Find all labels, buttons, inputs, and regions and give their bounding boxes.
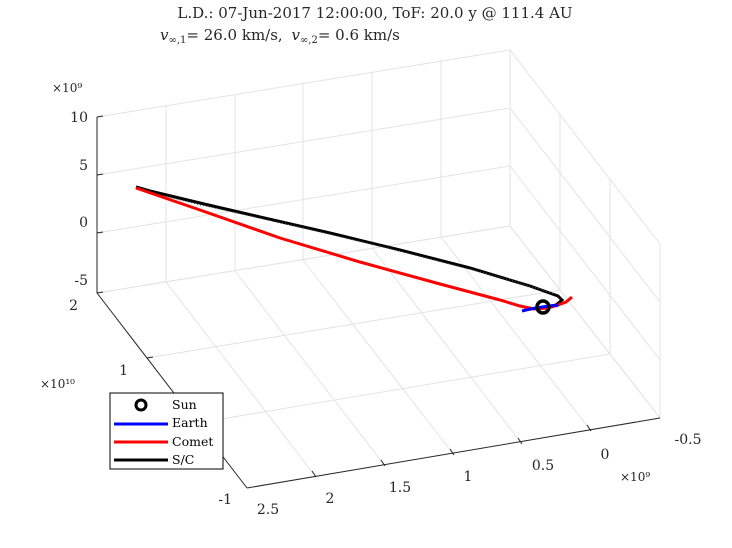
chart-title: L.D.: 07-Jun-2017 12:00:00, ToF: 20.0 y … — [177, 4, 572, 22]
x-tick-minus0p5: -0.5 — [675, 432, 702, 448]
legend-earth-label: Earth — [172, 415, 208, 430]
legend-sun-label: Sun — [172, 397, 197, 412]
x-tick-0: 0 — [601, 447, 610, 463]
y-exponent: ×10¹⁰ — [40, 377, 75, 391]
v2-value: = 0.6 km/s — [318, 26, 400, 44]
x-tick-2: 2 — [326, 491, 335, 507]
x-ticks: 2.5 2 1.5 1 0.5 0 -0.5 ×10⁹ — [257, 432, 702, 518]
legend-sc-label: S/C — [172, 452, 194, 467]
comet-trajectory — [135, 186, 573, 311]
x-tick-2p5: 2.5 — [257, 502, 279, 518]
v1-value: = 26.0 km/s, — [186, 26, 282, 44]
y-tick-1: 1 — [119, 363, 128, 379]
z-tick-minus5: -5 — [74, 273, 88, 289]
series-sun — [535, 299, 551, 315]
sun-marker — [535, 299, 551, 315]
z-tick-10: 10 — [70, 110, 88, 126]
x-tick-1: 1 — [464, 469, 473, 485]
v2-subscript: ∞,2 — [300, 35, 318, 46]
legend-sun-marker — [134, 398, 148, 412]
y-tick-2: 2 — [69, 298, 78, 314]
z-ticks: 10 5 0 -5 ×10⁹ — [52, 81, 88, 289]
y-tick-minus1: -1 — [218, 492, 232, 508]
series-comet — [135, 186, 573, 311]
legend-box — [109, 392, 224, 470]
x-tick-0p5: 0.5 — [532, 458, 554, 474]
series-sc — [135, 185, 565, 310]
x-tick-1p5: 1.5 — [389, 480, 411, 496]
legend: Sun Earth Comet S/C — [109, 392, 224, 470]
axis-tick-marks — [96, 115, 592, 478]
sc-trajectory-jitter — [135, 188, 556, 295]
z-exponent: ×10⁹ — [52, 81, 82, 95]
v1-symbol: v — [160, 26, 169, 44]
sc-trajectory — [135, 185, 565, 310]
v1-subscript: ∞,1 — [168, 35, 186, 46]
chart-subtitle: v∞,1= 26.0 km/s, v∞,2= 0.6 km/s — [160, 26, 400, 46]
x-exponent: ×10⁹ — [620, 470, 650, 484]
v2-symbol: v — [291, 26, 300, 44]
grid-back-walls — [96, 48, 661, 478]
z-tick-5: 5 — [79, 158, 88, 174]
legend-comet-label: Comet — [172, 434, 213, 449]
y-ticks: 2 1 -1 ×10¹⁰ — [40, 298, 232, 508]
z-tick-0: 0 — [79, 215, 88, 231]
